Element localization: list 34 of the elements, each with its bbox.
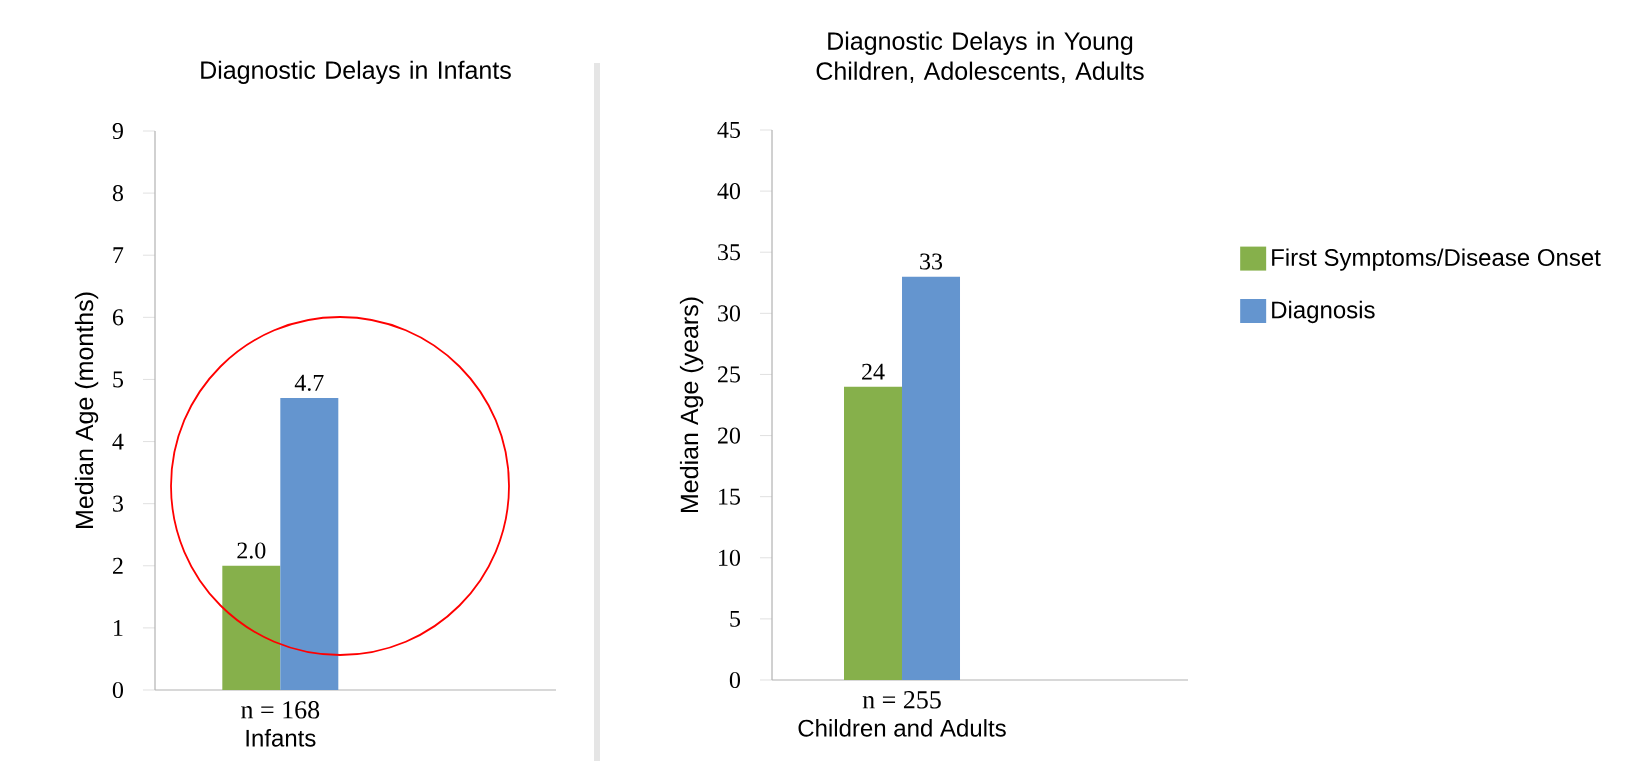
y-tick-label: 0 bbox=[112, 681, 124, 699]
legend-label: Diagnosis bbox=[1272, 300, 1375, 324]
y-tick-label: 6 bbox=[112, 309, 124, 326]
data-label: 2.0 bbox=[237, 542, 266, 559]
y-tick-label: 5 bbox=[113, 371, 124, 388]
x-tick-label: Children and Adults bbox=[798, 719, 1006, 737]
x-tick-label: Infants bbox=[246, 729, 316, 747]
data-label: 24 bbox=[862, 363, 885, 380]
y-axis-title: Median Age (years) bbox=[679, 297, 704, 513]
y-tick-label: 35 bbox=[718, 244, 741, 261]
y-tick-label: 7 bbox=[113, 247, 124, 264]
chart-title: Diagnostic Delays in Infants bbox=[201, 60, 511, 84]
y-tick-label: 30 bbox=[718, 305, 741, 322]
data-label: 33 bbox=[920, 253, 943, 270]
legend-label: First Symptoms/Disease Onset bbox=[1272, 248, 1601, 271]
y-tick-label: 9 bbox=[112, 122, 123, 140]
y-tick-label: 20 bbox=[718, 427, 741, 444]
y-tick-label: 2 bbox=[113, 557, 123, 574]
y-tick-label: 0 bbox=[729, 671, 741, 689]
y-tick-label: 25 bbox=[718, 366, 741, 383]
y-tick-label: 1 bbox=[114, 619, 123, 636]
text: n = 168 bbox=[241, 701, 320, 719]
y-tick-label: 45 bbox=[717, 121, 741, 138]
data-label: 4.7 bbox=[294, 374, 324, 392]
y-tick-label: 40 bbox=[717, 183, 741, 200]
y-tick-label: 4 bbox=[112, 433, 124, 450]
y-axis-title: Median Age (months) bbox=[74, 292, 99, 528]
y-tick-label: 3 bbox=[113, 495, 124, 512]
y-tick-label: 5 bbox=[730, 610, 741, 627]
chart-title: Diagnostic Delays in Young Children, Adolescents, Adults bbox=[816, 31, 1144, 83]
y-tick-label: 15 bbox=[719, 488, 741, 505]
y-tick-label: 10 bbox=[719, 549, 741, 566]
text: n = 255 bbox=[862, 691, 941, 709]
y-tick-label: 8 bbox=[112, 185, 124, 202]
